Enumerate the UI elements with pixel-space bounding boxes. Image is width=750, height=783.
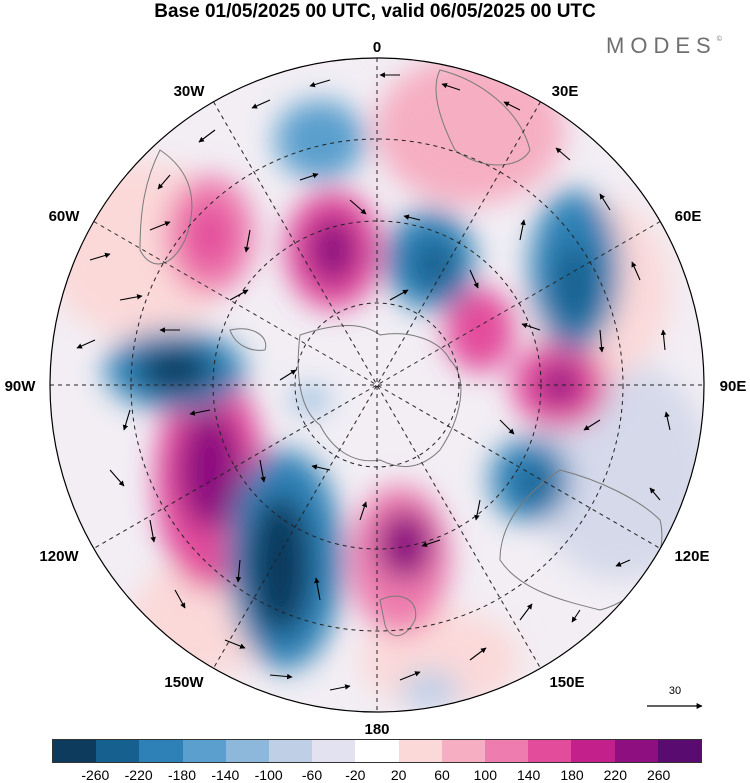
colorbar-tick-label: -140 [211,767,240,783]
colorbar-swatch [485,740,529,762]
colorbar-tick-label: 60 [434,767,450,783]
colorbar-swatch [571,740,615,762]
colorbar-swatch [657,740,702,762]
lon-label-90e: 90E [720,378,747,395]
lon-label-120w: 120W [39,548,79,565]
reference-vector-label: 30 [669,685,681,697]
coastlines [139,69,663,637]
anomaly-field [50,58,704,710]
wind-vectors [76,72,671,691]
colorbar-swatch [269,740,313,762]
colorbar-tick-label: 140 [516,767,541,783]
reference-vector: 30 [647,685,703,709]
lon-label-180: 180 [364,721,389,738]
colorbar-swatch [53,740,97,762]
colorbar-swatch [225,740,270,762]
colorbar-swatch [96,740,140,762]
colorbar-swatch [312,740,356,762]
map-disk [50,58,704,712]
lon-label-120e: 120E [674,548,709,565]
colorbar-tick-label: -180 [167,767,197,783]
colorbar-tick-label: -100 [254,767,283,783]
colorbar-swatch [614,740,658,762]
lon-label-30w: 30W [174,83,206,100]
colorbar-tick-label: 260 [646,767,671,783]
lon-label-150w: 150W [164,674,204,691]
colorbar-tick-label: 220 [603,767,628,783]
colorbar-swatch [441,740,486,762]
lon-label-60e: 60E [675,208,702,225]
lon-label-30e: 30E [552,83,579,100]
colorbar-tick-label: 180 [560,767,584,783]
map-frame [49,57,705,713]
colorbar-swatch [139,740,183,762]
colorbar-tick-label: -260 [81,767,110,783]
lon-label-150e: 150E [549,674,584,691]
brand-text: MODES [606,33,717,58]
colorbar-swatch [355,740,399,762]
colorbar-swatch [528,740,572,762]
colorbar-tick-label: -20 [345,767,366,783]
colorbar-tick-label: -220 [124,767,153,783]
lon-label-90w: 90W [5,378,37,395]
lon-label-0: 0 [373,39,381,56]
colorbar-swatch [398,740,442,762]
colorbar-tick-label: 20 [390,767,407,783]
map-title: Base 01/05/2025 00 UTC, valid 06/05/2025… [154,1,596,22]
brand-logo: MODES© [606,33,722,59]
colorbar-tick-label: 100 [473,767,498,783]
brand-mark: © [716,36,722,43]
graticule [50,58,704,712]
colorbar-tick-label: -60 [301,767,323,783]
colorbar-swatch [182,740,226,762]
colorbar-ticks: -260 -220 -180 -140 -100 -60 -20 20 60 100 140 180 2… [52,767,702,783]
colorbar [52,739,702,763]
lon-label-60w: 60W [49,208,81,225]
